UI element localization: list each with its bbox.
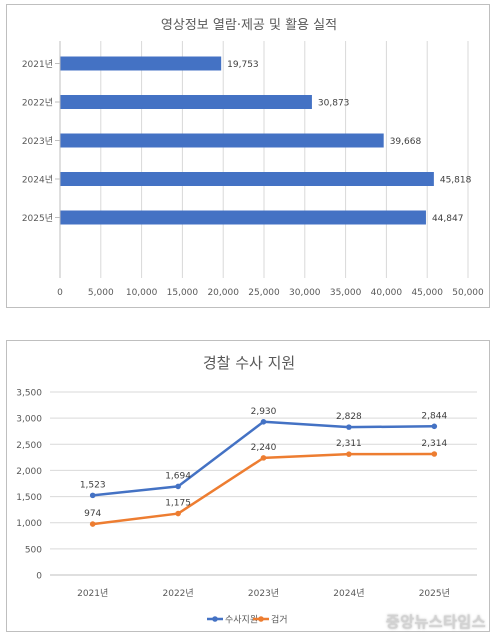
- x-tick-label: 10,000: [126, 288, 158, 298]
- data-label: 44,847: [432, 214, 464, 224]
- x-tick-label: 2025년: [419, 588, 450, 599]
- x-tick-label: 0: [57, 288, 63, 298]
- data-point: [89, 492, 96, 499]
- data-label: 2,828: [336, 412, 362, 422]
- data-point: [260, 455, 267, 461]
- watermark-logo: 중앙뉴스타임스: [385, 613, 486, 631]
- chart-title: 경찰 수사 지원: [203, 354, 295, 372]
- x-tick-label: 30,000: [289, 288, 321, 298]
- bar: [60, 56, 222, 71]
- x-tick-label: 40,000: [371, 288, 403, 298]
- bar: [60, 210, 426, 225]
- y-tick-label: 3,500: [16, 389, 42, 399]
- data-label: 974: [84, 509, 101, 519]
- data-point: [260, 419, 267, 425]
- data-label: 1,694: [165, 471, 191, 481]
- x-tick-label: 50,000: [452, 288, 484, 298]
- chart-title: 영상정보 열람·제공 및 활용 실적: [161, 18, 337, 33]
- legend-marker: [212, 616, 218, 622]
- y-tick-label: 2024년: [22, 175, 53, 186]
- y-tick-label: 2023년: [22, 136, 53, 147]
- data-label: 45,818: [440, 176, 472, 186]
- legend-label: 검거: [271, 614, 288, 626]
- x-tick-label: 35,000: [330, 288, 362, 298]
- data-label: 2,311: [336, 439, 362, 449]
- data-point: [431, 423, 438, 430]
- y-tick-label: 1,000: [16, 519, 42, 529]
- y-tick-label: 0: [36, 572, 42, 582]
- bar: [60, 133, 384, 148]
- legend-marker: [258, 616, 264, 622]
- x-tick-label: 2023년: [248, 588, 279, 599]
- y-tick-label: 2025년: [22, 213, 53, 224]
- bar-chart-svg: 영상정보 열람·제공 및 활용 실적 0 5,000 10,000 15,000 20,0…: [22, 18, 484, 298]
- data-label: 39,668: [390, 137, 422, 147]
- y-tick-label: 3,000: [16, 415, 42, 425]
- legend-label: 수사지원: [225, 615, 258, 626]
- bar: [60, 172, 434, 186]
- y-tick-label: 2021년: [22, 59, 53, 70]
- y-tick-label: 2022년: [22, 98, 53, 109]
- line-chart-svg: 경찰 수사 지원 0 500 1,000 1,500 2,000 2,500 3,000 3,5…: [16, 354, 477, 626]
- data-point: [175, 483, 181, 490]
- data-point: [89, 521, 96, 527]
- y-tick-label: 2,500: [16, 441, 42, 451]
- data-point: [175, 510, 181, 517]
- y-tick-label: 2,000: [16, 467, 42, 477]
- bar: [60, 95, 312, 109]
- x-tick-label: 2022년: [163, 588, 194, 599]
- data-label: 2,240: [251, 443, 277, 453]
- data-label: 2,930: [251, 407, 277, 417]
- data-point: [346, 451, 352, 457]
- data-label: 2,844: [421, 411, 447, 421]
- chart-panel-line: 경찰 수사 지원 0 500 1,000 1,500 2,000 2,500 3,000 3,5…: [6, 340, 490, 632]
- y-tick-label: 1,500: [16, 493, 42, 503]
- data-point: [346, 424, 352, 430]
- data-label: 1,175: [165, 499, 191, 509]
- y-tick-label: 500: [25, 545, 42, 555]
- x-tick-label: 2024년: [333, 588, 364, 599]
- x-tick-label: 5,000: [88, 288, 114, 298]
- x-tick-label: 20,000: [207, 288, 239, 298]
- data-point: [431, 451, 438, 457]
- chart-panel-bar: 영상정보 열람·제공 및 활용 실적 0 5,000 10,000 15,000 20,0…: [6, 4, 490, 308]
- x-tick-label: 15,000: [167, 288, 199, 298]
- x-tick-label: 45,000: [411, 288, 443, 298]
- data-label: 2,314: [421, 439, 447, 449]
- x-tick-label: 2021년: [77, 588, 108, 599]
- x-tick-label: 25,000: [248, 288, 280, 298]
- data-label: 19,753: [227, 60, 259, 70]
- data-label: 30,873: [318, 99, 350, 109]
- data-label: 1,523: [80, 480, 106, 490]
